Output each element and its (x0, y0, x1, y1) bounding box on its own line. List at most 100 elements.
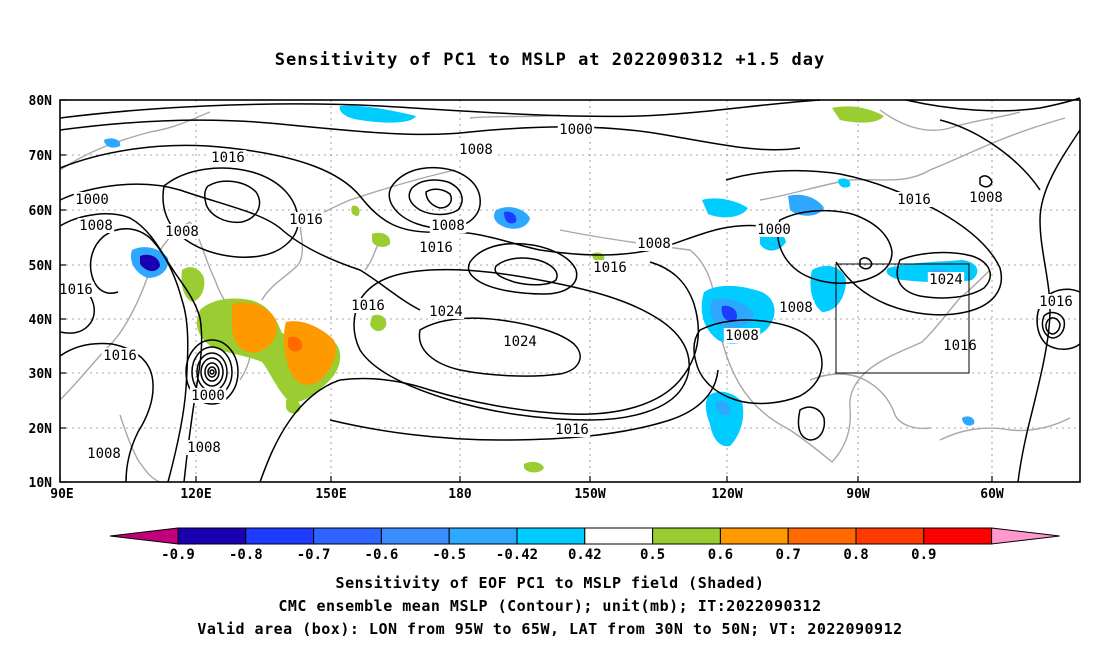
lat-label: 40N (29, 313, 53, 328)
contour-label: 1016 (289, 212, 323, 228)
negative-shading (104, 105, 978, 447)
colorbar-segment (787, 527, 857, 545)
contour-label: 1000 (191, 388, 225, 404)
contour-label-background (185, 440, 223, 455)
lat-label: 50N (29, 259, 53, 274)
contour-label-background (895, 192, 933, 207)
lon-label: 180 (448, 487, 472, 502)
contour-label: 1008 (779, 300, 813, 316)
contour-label: 1008 (87, 446, 121, 462)
colorbar-label: 0.42 (568, 547, 602, 563)
colorbar-label: 0.5 (640, 547, 665, 563)
colorbar-label: 0.9 (911, 547, 936, 563)
contour-label-background (553, 422, 591, 437)
colorbar-segment (719, 527, 789, 545)
lat-label: 80N (29, 94, 53, 109)
colorbar-label: 0.8 (843, 547, 868, 563)
sensitivity-shading (104, 105, 978, 473)
contour-label-background (57, 282, 95, 297)
contour-label: 1008 (187, 440, 221, 456)
lat-label: 10N (29, 476, 53, 491)
contour-label: 1000 (75, 192, 109, 208)
mslp-contours (59, 97, 1081, 483)
contour-label-background (501, 334, 539, 349)
contour-label: 1016 (419, 240, 453, 256)
caption-line-1: Sensitivity of EOF PC1 to MSLP field (Sh… (335, 574, 765, 592)
caption-line-3: Valid area (box): LON from 95W to 65W, L… (197, 620, 903, 638)
contour-label-background (77, 218, 115, 233)
colorbar-label: -0.9 (161, 547, 195, 563)
contour-label-background (85, 446, 123, 461)
contour-label-background (209, 150, 247, 165)
contour-label: 1016 (897, 192, 931, 208)
lon-label: 150W (574, 487, 605, 502)
contour-label: 1008 (165, 224, 199, 240)
contour-label: 1016 (211, 150, 245, 166)
page-title: Sensitivity of PC1 to MSLP at 2022090312… (274, 50, 826, 70)
contour-label-background (777, 300, 815, 315)
contour-label-background (417, 240, 455, 255)
lat-label: 30N (29, 367, 53, 382)
contour-label: 1008 (459, 142, 493, 158)
contour-label-background (457, 142, 495, 157)
lat-label: 70N (29, 149, 53, 164)
colorbar-segment (855, 527, 925, 545)
contour-label-background (101, 348, 139, 363)
contour-label-background (927, 272, 965, 287)
colorbar: -0.9 -0.8 -0.7 -0.6 -0.5 -0.42 0.42 0.5 0.6 0.7 0.… (109, 527, 1060, 563)
contour-label: 1000 (757, 222, 791, 238)
colorbar-segment (380, 527, 450, 545)
colorbar-label: -0.6 (365, 547, 399, 563)
valid-area-box (835, 263, 970, 374)
contour-label: 1000 (559, 122, 593, 138)
contour-label-background (73, 192, 111, 207)
colorbar-over-triangle (991, 527, 1060, 545)
colorbar-segment (177, 527, 247, 545)
axis-ticks (59, 99, 993, 483)
contour-label-background (755, 222, 793, 237)
contour-label-background (557, 122, 595, 137)
contour-label-background (967, 190, 1005, 205)
contour-label: 1016 (59, 282, 93, 298)
contour-label-background (349, 298, 387, 313)
contour-label: 1008 (637, 236, 671, 252)
contour-label: 1008 (431, 218, 465, 234)
latitude-labels: 80N 70N 60N 50N 40N 30N 20N 10N (29, 94, 53, 491)
contour-label: 1016 (351, 298, 385, 314)
lon-label: 90W (846, 487, 870, 502)
contour-label-background (189, 388, 227, 403)
map-frame (59, 99, 1081, 483)
contour-label-background (1037, 294, 1075, 309)
colorbar-under-triangle (109, 527, 179, 545)
contour-label: 1016 (103, 348, 137, 364)
contour-label-background (287, 212, 325, 227)
colorbar-label: -0.8 (229, 547, 263, 563)
colorbar-segment (923, 527, 993, 545)
contour-label-background (723, 328, 761, 343)
colorbar-segment (652, 527, 721, 545)
longitude-labels: 90E 120E 150E 180 150W 120W 90W 60W (50, 487, 1004, 502)
colorbar-label: -0.5 (432, 547, 466, 563)
positive-shading (181, 106, 884, 473)
contour-label: 1008 (969, 190, 1003, 206)
contour-label: 1016 (555, 422, 589, 438)
contour-labels: 1000 1008 1016 1016 1000 1008 1008 1016 … (57, 122, 1075, 462)
contour-label-background (163, 224, 201, 239)
contour-label-background (427, 304, 465, 319)
lon-label: 120W (711, 487, 742, 502)
colorbar-segment (584, 527, 654, 545)
colorbar-segment (448, 527, 518, 545)
lon-label: 90E (50, 487, 73, 502)
contour-label: 1016 (593, 260, 627, 276)
lon-label: 150E (315, 487, 346, 502)
colorbar-label: 0.7 (776, 547, 801, 563)
colorbar-segment (313, 527, 382, 545)
colorbar-segment (516, 527, 586, 545)
lon-label: 120E (180, 487, 211, 502)
contour-label-background (429, 218, 467, 233)
contour-label: 1024 (429, 304, 463, 320)
caption-line-2: CMC ensemble mean MSLP (Contour); unit(m… (278, 597, 822, 615)
colorbar-label: -0.7 (297, 547, 331, 563)
colorbar-label: 0.6 (708, 547, 733, 563)
